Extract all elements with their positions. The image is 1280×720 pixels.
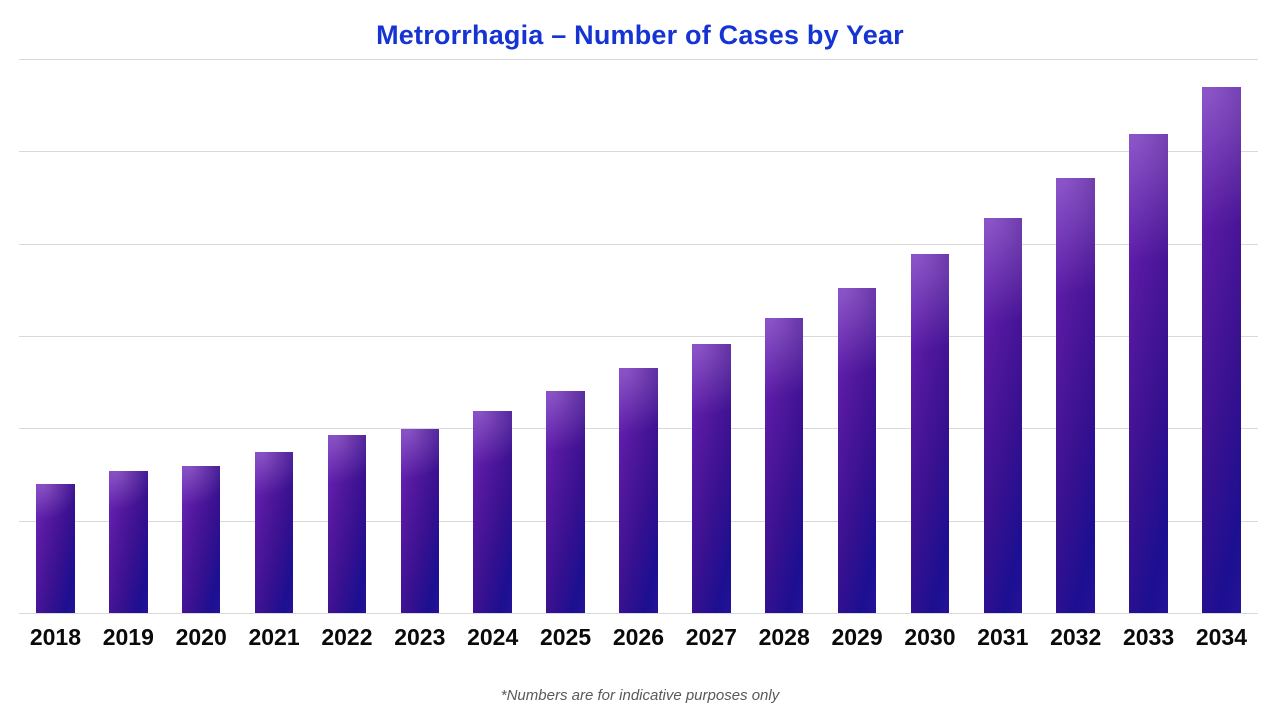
bar-slot-2018 bbox=[19, 59, 92, 613]
bar-slot-2026 bbox=[602, 59, 675, 613]
bar-slot-2024 bbox=[456, 59, 529, 613]
x-axis-label-2025: 2025 bbox=[539, 624, 592, 650]
bar-slot-2025 bbox=[529, 59, 602, 613]
x-axis-label-2030: 2030 bbox=[904, 624, 956, 650]
bar-2027 bbox=[692, 343, 731, 613]
bar-slot-2033 bbox=[1112, 59, 1185, 613]
x-axis-label-2031: 2031 bbox=[977, 624, 1029, 650]
x-axis-labels: 2018 2019 2020 2021 2022 2023 2024 2025 2026 2027… bbox=[19, 624, 1258, 651]
bar-2028 bbox=[764, 318, 804, 613]
bar-2025 bbox=[546, 390, 585, 613]
chart-title: Metrorrhagia – Number of Cases by Year bbox=[376, 20, 904, 50]
x-axis-label-2021: 2021 bbox=[248, 624, 300, 650]
x-axis-label-2028: 2028 bbox=[758, 624, 810, 650]
x-axis-label-2032: 2032 bbox=[1050, 624, 1102, 650]
bar-2029 bbox=[837, 287, 877, 613]
bar-2023 bbox=[400, 429, 440, 613]
bar-2033 bbox=[1129, 134, 1168, 613]
bar-slot-2022 bbox=[311, 59, 384, 613]
bar-slot-2032 bbox=[1039, 59, 1112, 613]
bar-2030 bbox=[910, 254, 950, 613]
bar-2026 bbox=[619, 367, 658, 613]
x-axis-label-2018: 2018 bbox=[29, 624, 82, 650]
gridline bbox=[19, 336, 1258, 337]
bar-slot-2020 bbox=[165, 59, 238, 613]
gridline bbox=[19, 151, 1258, 153]
x-axis-label-2019: 2019 bbox=[102, 624, 154, 650]
bar-slot-2019 bbox=[92, 59, 165, 613]
bars-row bbox=[19, 59, 1258, 613]
x-axis-label-2023: 2023 bbox=[394, 624, 446, 650]
bar-slot-2030 bbox=[894, 59, 967, 613]
bar-2019 bbox=[109, 471, 148, 613]
bar-2022 bbox=[327, 434, 367, 613]
gridline bbox=[19, 59, 1258, 60]
gridline bbox=[19, 613, 1258, 614]
bar-2032 bbox=[1056, 178, 1095, 613]
bar-slot-2021 bbox=[238, 59, 311, 613]
x-axis-label-2034: 2034 bbox=[1195, 624, 1248, 650]
bar-slot-2029 bbox=[821, 59, 894, 613]
bar-slot-2034 bbox=[1185, 59, 1258, 613]
bar-slot-2027 bbox=[675, 59, 748, 613]
bar-2018 bbox=[36, 484, 75, 613]
bar-2020 bbox=[181, 465, 221, 613]
x-axis-label-2026: 2026 bbox=[612, 624, 665, 650]
bar-2021 bbox=[254, 452, 294, 613]
x-axis-label-2027: 2027 bbox=[685, 624, 737, 650]
bar-slot-2028 bbox=[748, 59, 821, 613]
plot-area bbox=[19, 59, 1258, 614]
bar-slot-2031 bbox=[966, 59, 1039, 613]
bar-2024 bbox=[473, 410, 512, 613]
x-axis-label-2029: 2029 bbox=[831, 624, 883, 650]
bar-2031 bbox=[983, 218, 1023, 613]
x-axis-label-2024: 2024 bbox=[467, 624, 519, 650]
x-axis-label-2020: 2020 bbox=[175, 624, 227, 650]
footnote: *Numbers are for indicative purposes onl… bbox=[500, 687, 780, 704]
gridline bbox=[19, 243, 1258, 245]
bar-slot-2023 bbox=[383, 59, 456, 613]
x-axis-label-2022: 2022 bbox=[321, 624, 373, 650]
x-axis-label-2033: 2033 bbox=[1122, 624, 1175, 650]
bar-2034 bbox=[1202, 86, 1241, 613]
